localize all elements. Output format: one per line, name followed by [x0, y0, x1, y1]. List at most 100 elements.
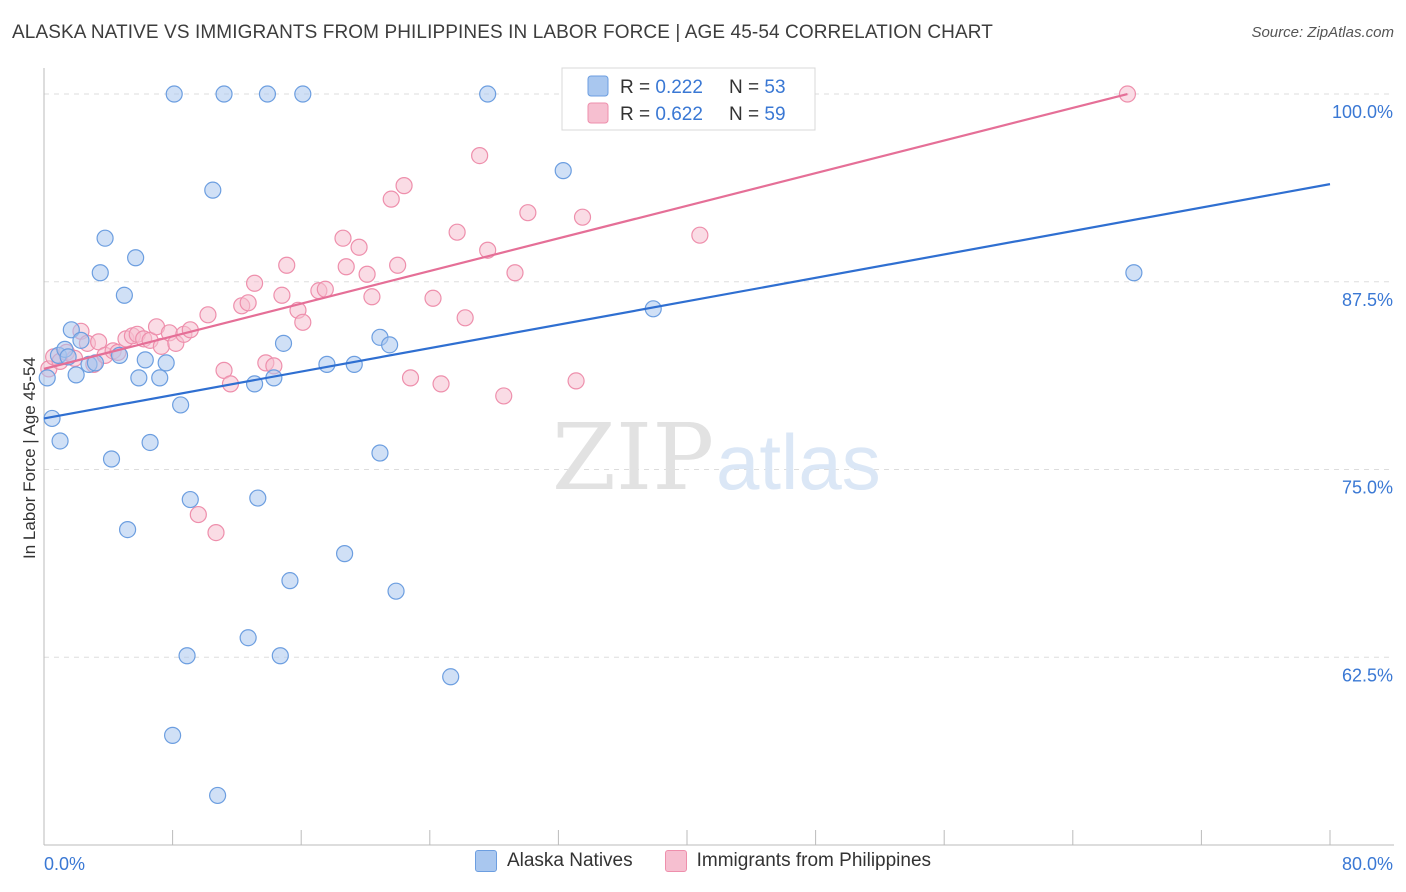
philippines-point-38 — [316, 280, 334, 298]
legend-swatch-pink — [587, 102, 609, 124]
trend-line-alaska — [43, 183, 1331, 420]
series-alaska-points — [38, 85, 1143, 805]
alaska-point-28 — [209, 786, 227, 805]
gridlines — [44, 93, 1394, 658]
legend-n-value-2: 59 — [764, 104, 785, 125]
alaska-point-20 — [151, 369, 169, 387]
svg-text:N = 53: N = 53 — [729, 77, 786, 98]
bottom-legend-label-alaska: Alaska Natives — [506, 850, 633, 871]
legend-n-value-1: 53 — [764, 77, 785, 98]
alaska-point-51 — [1125, 264, 1143, 282]
watermark-zip: ZIP — [552, 404, 714, 511]
alaska-point-48 — [554, 162, 572, 180]
trend-lines — [43, 92, 1331, 420]
bottom-legend-item-alaska: Alaska Natives — [474, 850, 633, 872]
alaska-point-6 — [72, 331, 90, 349]
bottom-legend-swatch-blue — [474, 850, 497, 872]
alaska-point-26 — [181, 490, 199, 509]
alaska-point-8 — [51, 432, 69, 450]
philippines-point-55 — [506, 264, 524, 282]
alaska-point-36 — [274, 334, 293, 352]
legend-n-label-1: N = — [729, 77, 764, 98]
legend-n-label-2: N = — [729, 104, 764, 125]
y-tick-label-0: 62.5% — [1342, 665, 1393, 685]
alaska-point-10 — [91, 264, 109, 282]
alaska-point-46 — [442, 668, 460, 686]
alaska-point-15 — [118, 520, 137, 539]
watermark-atlas: atlas — [716, 418, 881, 506]
philippines-point-41 — [350, 238, 368, 256]
philippines-point-48 — [424, 289, 442, 307]
alaska-point-37 — [281, 572, 299, 590]
alaska-point-5 — [67, 366, 85, 384]
y-tick-label-1: 75.0% — [1342, 478, 1393, 498]
philippines-point-24 — [199, 306, 217, 324]
series-philippines-points — [40, 85, 1137, 542]
y-tick-labels: 62.5% 75.0% 87.5% 100.0% — [1332, 102, 1393, 685]
watermark: ZIP atlas — [552, 404, 881, 511]
philippines-point-52 — [471, 147, 489, 165]
axes — [43, 68, 1394, 846]
philippines-point-42 — [358, 265, 376, 283]
philippines-point-23 — [189, 505, 207, 524]
philippines-point-58 — [573, 208, 592, 226]
philippines-point-34 — [278, 256, 296, 274]
alaska-point-38 — [294, 85, 312, 103]
alaska-point-4 — [62, 321, 80, 339]
philippines-point-40 — [337, 258, 355, 276]
philippines-point-59 — [691, 226, 709, 244]
alaska-point-33 — [258, 85, 277, 103]
alaska-point-24 — [172, 396, 190, 414]
alaska-point-39 — [318, 355, 336, 373]
alaska-point-25 — [178, 647, 196, 665]
legend-box: R = 0.222 N = 53 R = 0.622 N = 59 — [561, 67, 816, 131]
alaska-point-21 — [157, 354, 175, 372]
legend-swatch-blue — [587, 75, 609, 97]
y-axis-label: In Labor Force | Age 45-54 — [20, 357, 39, 559]
alaska-point-35 — [271, 647, 289, 665]
svg-text:R = 0.622: R = 0.622 — [620, 104, 703, 125]
philippines-point-54 — [495, 387, 513, 405]
alaska-point-17 — [130, 369, 148, 387]
philippines-point-29 — [239, 294, 257, 312]
svg-text:R = 0.222: R = 0.222 — [620, 77, 703, 98]
svg-text:N = 59: N = 59 — [729, 104, 786, 125]
bottom-legend: Alaska Natives Immigrants from Philippin… — [0, 850, 1406, 872]
legend-r-label-2: R = — [620, 104, 655, 125]
alaska-point-23 — [165, 85, 183, 103]
alaska-point-44 — [381, 336, 399, 354]
philippines-point-36 — [294, 313, 312, 331]
chart-title: ALASKA NATIVE VS IMMIGRANTS FROM PHILIPP… — [12, 22, 993, 43]
alaska-point-47 — [479, 85, 497, 103]
alaska-point-18 — [136, 351, 154, 369]
alaska-point-22 — [164, 726, 182, 744]
philippines-point-44 — [382, 190, 400, 208]
philippines-point-57 — [567, 372, 585, 390]
philippines-point-56 — [519, 204, 537, 222]
alaska-point-43 — [371, 444, 389, 462]
alaska-point-30 — [239, 629, 257, 647]
philippines-point-33 — [273, 286, 291, 304]
trend-line-philippines — [43, 92, 1128, 370]
alaska-point-41 — [345, 355, 363, 373]
alaska-point-45 — [387, 582, 405, 600]
x-tick-label-min: 0.0% — [44, 854, 85, 874]
alaska-point-19 — [141, 433, 159, 452]
philippines-point-51 — [456, 309, 474, 327]
alaska-point-16 — [127, 249, 145, 267]
legend-r-label-1: R = — [620, 77, 655, 98]
x-tick-label-max: 80.0% — [1342, 854, 1393, 874]
bottom-legend-item-philippines: Immigrants from Philippines — [664, 850, 932, 872]
alaska-point-12 — [102, 450, 121, 468]
philippines-point-39 — [334, 229, 352, 247]
alaska-point-32 — [249, 489, 267, 507]
philippines-point-43 — [363, 288, 381, 306]
alaska-point-29 — [215, 85, 233, 103]
alaska-point-14 — [115, 286, 133, 304]
alaska-point-27 — [204, 181, 222, 199]
alaska-point-11 — [96, 229, 114, 247]
philippines-point-46 — [395, 177, 413, 195]
y-tick-label-3: 100.0% — [1332, 102, 1393, 122]
bottom-legend-label-philippines: Immigrants from Philippines — [696, 850, 932, 871]
